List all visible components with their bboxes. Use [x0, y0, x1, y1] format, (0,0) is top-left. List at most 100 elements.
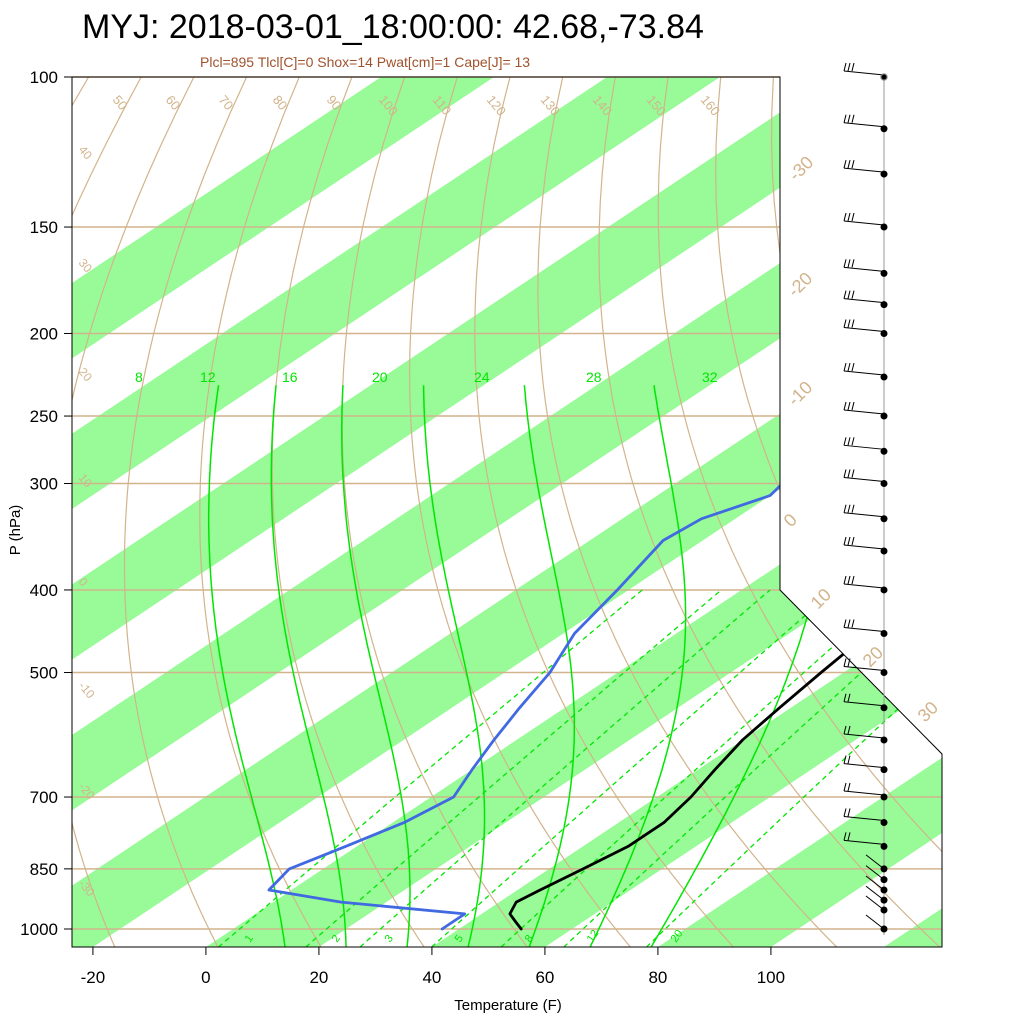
wind-barb-flag [851, 62, 855, 72]
moist-adiabat [207, 385, 286, 947]
wind-barb-shaft [865, 865, 885, 880]
moist-adiabat-label: 12 [200, 369, 216, 385]
wind-barb-flag [847, 504, 851, 513]
wind-barb-flag [851, 114, 855, 123]
wind-barb-flag [847, 782, 851, 792]
wind-barb-shaft [843, 666, 885, 672]
isobars [72, 76, 942, 930]
theta-left-label: 20 [76, 365, 96, 384]
dry-adiabat [537, 77, 838, 947]
wind-barb-flag [847, 619, 851, 628]
mixing-ratio-label: 2 [330, 933, 343, 945]
wind-barb-flag [847, 212, 851, 222]
wind-barb-flag [851, 469, 855, 478]
wind-barb-shaft [843, 444, 885, 450]
wind-barb-shaft [843, 370, 885, 376]
isotherm-label: 30 [914, 698, 942, 726]
wind-barb-shaft [843, 298, 885, 304]
wind-barb-flag [843, 469, 847, 478]
y-tick-label: 150 [30, 218, 58, 237]
theta-left-label: -10 [76, 679, 98, 702]
isotherm-bands [72, 77, 942, 947]
isotherm-label: -30 [785, 152, 818, 185]
wind-barb-shaft [843, 816, 885, 822]
mixing-ratio-line [305, 589, 722, 947]
wind-barb-shaft [843, 583, 885, 589]
wind-barb-shaft [843, 544, 885, 550]
mixing-ratio-line [359, 589, 771, 947]
y-tick-label: 200 [30, 324, 58, 343]
wind-barb-flag [847, 575, 851, 585]
wind-barb-flag [843, 259, 847, 268]
plot-frame [71, 76, 943, 948]
x-tick-label: 100 [757, 968, 785, 987]
wind-barb-shaft [843, 326, 885, 332]
dry-adiabat [657, 77, 942, 947]
x-tick-label: 80 [648, 968, 667, 987]
wind-barb-flag [851, 504, 855, 513]
moist-adiabats [207, 385, 828, 947]
y-tick-label: 300 [30, 475, 58, 494]
isotherm-band [72, 77, 720, 947]
isotherm-label: -20 [784, 268, 817, 301]
dry-adiabat [72, 77, 195, 947]
y-axis-label: P (hPa) [7, 505, 24, 556]
moist-adiabat [523, 385, 576, 947]
wind-barb-flag [843, 725, 847, 735]
wind-barb-flag [847, 319, 851, 328]
wind-barb-shaft [865, 885, 885, 901]
wind-barb-shaft [843, 627, 885, 633]
wind-barb-shaft [843, 220, 885, 226]
mixing-ratio-line [500, 589, 898, 947]
wind-barb-flag [847, 62, 851, 72]
wind-barb-flag [843, 808, 847, 817]
isotherm-band [72, 77, 494, 947]
moist-adiabat [341, 385, 411, 947]
wind-barb-flag [847, 725, 851, 735]
wind-barb-flag [843, 62, 847, 72]
y-tick-label: 250 [30, 407, 58, 426]
wind-barb-flag [843, 504, 847, 513]
wind-barb-shaft [843, 701, 885, 707]
wind-barb-flag [847, 658, 851, 667]
mixing-ratio-label: 8 [523, 933, 536, 945]
wind-barb-shaft [843, 733, 885, 739]
isotherm-band [72, 77, 942, 947]
wind-barb-flag [847, 832, 851, 841]
theta-left-label: 40 [76, 143, 96, 162]
moist-adiabat-label: 32 [702, 369, 718, 385]
moist-adiabat-label: 8 [135, 369, 143, 385]
y-tick-label: 400 [30, 581, 58, 600]
wind-barb-flag [847, 536, 851, 546]
wind-barb-flag [847, 259, 851, 268]
mixing-ratio-line [563, 589, 942, 947]
wind-barb-flag [843, 114, 847, 123]
x-axis-label: Temperature (F) [454, 997, 562, 1014]
wind-barb-flag [851, 259, 855, 268]
moist-adiabat-label: 16 [282, 369, 298, 385]
dry-adiabat [930, 77, 942, 947]
moist-adiabat [270, 385, 347, 947]
wind-barb-flag [843, 290, 847, 299]
wind-barb-shaft [843, 409, 885, 415]
wind-barb-shaft [843, 167, 885, 173]
mixing-ratio-label: 20 [669, 928, 686, 945]
wind-barb-flag [851, 437, 855, 446]
wind-barbs [843, 62, 888, 935]
wind-barb-shaft [843, 763, 885, 769]
isotherm-label: 20 [859, 643, 887, 671]
wind-barb-flag [847, 808, 851, 817]
dry-adiabat [199, 77, 322, 947]
wind-barb-flag [847, 437, 851, 446]
dry-adiabat [598, 77, 941, 947]
temperature-profile [508, 77, 942, 931]
moist-adiabat [589, 385, 687, 947]
theta-label: 80 [270, 92, 291, 113]
moist-adiabat-label: 28 [586, 369, 602, 385]
wind-barb-shaft [843, 70, 885, 76]
wind-barb-shaft [843, 512, 885, 518]
y-tick-label: 850 [30, 860, 58, 879]
dry-adiabat [123, 77, 248, 947]
wind-barb-flag [847, 159, 851, 169]
x-tick-label: 60 [535, 968, 554, 987]
